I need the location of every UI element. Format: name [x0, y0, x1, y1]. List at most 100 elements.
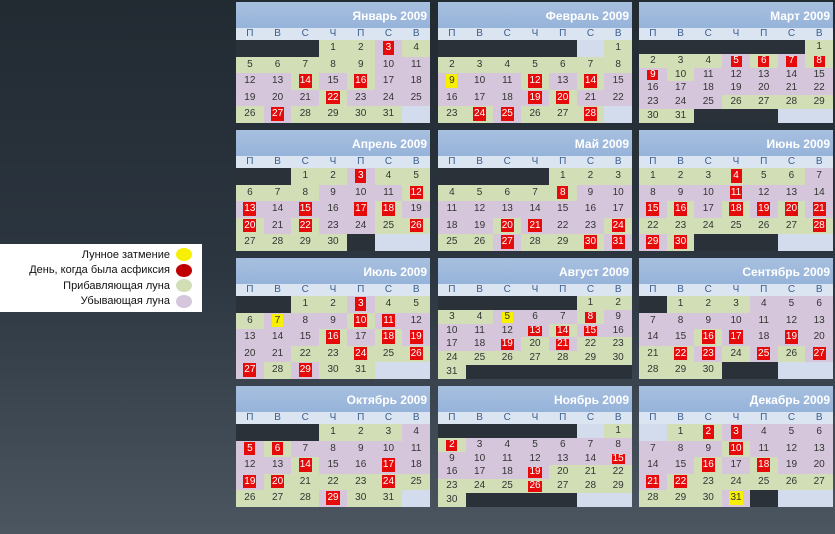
- day-cell: 6: [805, 424, 833, 441]
- day-cell: 2: [694, 424, 723, 441]
- day-number: 29: [326, 491, 340, 505]
- day-cell: 10: [694, 184, 723, 202]
- day-number: 22: [674, 346, 688, 361]
- day-cell: 13: [805, 440, 833, 458]
- day-number: 21: [584, 466, 597, 478]
- empty-cell: [263, 296, 292, 313]
- day-number: 19: [409, 330, 423, 344]
- empty-cell: [493, 424, 522, 438]
- day-number: 16: [584, 203, 597, 215]
- day-number: 12: [528, 74, 542, 88]
- day-number: 11: [410, 442, 422, 454]
- weekday-label: С: [301, 156, 309, 167]
- weekday-label: П: [649, 156, 657, 167]
- day-cell: 20: [749, 81, 778, 96]
- weekday-label: В: [677, 284, 684, 295]
- day-number: 28: [584, 480, 597, 492]
- day-cell: 11: [493, 73, 522, 90]
- day-number: 21: [812, 202, 826, 216]
- day-cell: 23: [639, 95, 667, 109]
- legend-swatch-icon: [176, 294, 192, 308]
- day-number: 30: [355, 108, 367, 120]
- day-cell: 20: [236, 345, 264, 363]
- weekday-label: С: [586, 156, 595, 167]
- legend-item: День, когда была асфиксия: [0, 263, 202, 279]
- day-number: 18: [446, 219, 458, 231]
- week-row: 14 15 16 17 18 19 20: [639, 457, 833, 474]
- week-row: 20 21 22 23 24 25 26: [236, 217, 430, 235]
- day-cell: 14: [576, 73, 605, 90]
- empty-cell: [548, 40, 577, 57]
- day-number: 11: [729, 185, 743, 200]
- day-cell: 22: [604, 89, 632, 107]
- day-cell: 6: [236, 184, 264, 202]
- day-cell: 14: [263, 329, 292, 346]
- day-number: 15: [327, 75, 339, 87]
- empty-cell: [438, 296, 466, 310]
- day-number: 27: [244, 236, 256, 248]
- day-number: 21: [528, 218, 542, 233]
- week-row: 16 17 18 19 20 21 22: [438, 89, 632, 107]
- day-number: 31: [675, 109, 687, 121]
- day-cell: 28: [521, 234, 549, 251]
- day-number: 12: [474, 203, 486, 215]
- month-title: Февраль 2009: [438, 2, 632, 28]
- day-number: 22: [647, 219, 659, 231]
- day-number: 12: [409, 185, 423, 200]
- day-cell: 15: [604, 451, 632, 466]
- day-cell: 24: [374, 89, 403, 107]
- weekday-label: С: [503, 284, 511, 295]
- day-number: 4: [476, 310, 483, 322]
- day-cell: 26: [777, 473, 806, 491]
- day-number: 14: [584, 452, 597, 464]
- day-number: 20: [758, 82, 770, 94]
- day-number: 11: [474, 324, 485, 336]
- day-number: 4: [730, 169, 742, 183]
- day-cell: 16: [319, 201, 347, 218]
- weekday-label: В: [815, 156, 823, 167]
- day-number: 7: [274, 186, 281, 198]
- day-number: 27: [500, 235, 514, 249]
- week-row: 30: [438, 492, 632, 507]
- day-number: 27: [271, 107, 285, 121]
- day-number: 10: [702, 186, 714, 198]
- day-cell: 4: [749, 296, 778, 313]
- weekday-label: В: [274, 28, 281, 39]
- day-cell: 31: [374, 490, 403, 507]
- day-number: 16: [701, 458, 715, 472]
- day-number: 29: [675, 492, 687, 504]
- day-number: 14: [556, 324, 570, 337]
- day-cell: 22: [291, 345, 320, 363]
- day-cell: 17: [465, 465, 494, 480]
- legend-item: Убывающая луна: [0, 294, 202, 310]
- legend: Лунное затмение День, когда была асфиксия…: [0, 244, 202, 312]
- week-row: 22 23 24 25 26 27 28: [639, 217, 833, 235]
- day-number: 17: [446, 338, 458, 350]
- day-cell: 12: [402, 184, 430, 202]
- day-cell: 5: [236, 440, 264, 458]
- day-cell: 22: [548, 217, 577, 235]
- day-number: 2: [702, 425, 714, 439]
- day-number: 30: [647, 109, 659, 121]
- day-number: 30: [702, 364, 714, 376]
- weekday-label: Ч: [732, 412, 740, 423]
- day-number: 13: [528, 324, 542, 337]
- empty-cell: [521, 364, 549, 379]
- day-number: 6: [559, 58, 566, 70]
- day-number: 5: [413, 170, 419, 181]
- day-number: 19: [244, 91, 256, 103]
- day-number: 5: [247, 58, 253, 70]
- day-cell: 16: [438, 89, 466, 107]
- day-cell: 7: [639, 440, 667, 458]
- day-number: 10: [730, 314, 742, 326]
- empty-cell: [465, 40, 494, 57]
- day-cell: 17: [666, 81, 695, 96]
- day-number: 13: [243, 202, 257, 216]
- day-cell: 10: [666, 67, 695, 82]
- day-number: 20: [272, 91, 284, 103]
- day-number: 4: [413, 42, 419, 53]
- day-number: 16: [701, 330, 715, 344]
- day-number: 22: [298, 218, 312, 233]
- empty-cell: [465, 364, 494, 379]
